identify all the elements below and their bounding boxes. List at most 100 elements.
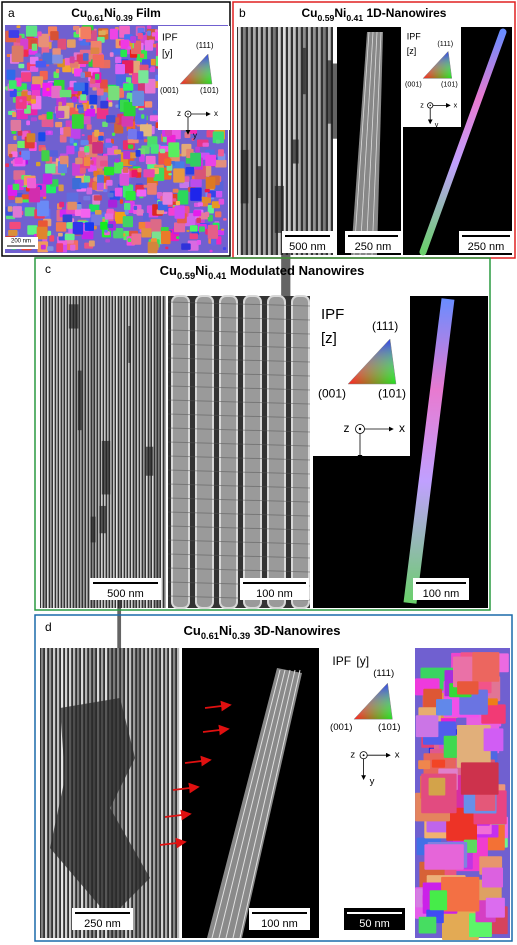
axis-z-label: z: [350, 750, 355, 761]
title-element: Ni: [195, 263, 208, 278]
ipf-direction: [y]: [162, 49, 173, 60]
grain: [205, 177, 216, 189]
grain: [80, 94, 87, 101]
grain: [195, 146, 200, 153]
grain: [429, 890, 448, 911]
nanowire-stripe: [47, 296, 49, 608]
grain: [141, 228, 152, 238]
nanowire-stripe: [268, 27, 271, 255]
title-element: Cu: [160, 263, 177, 278]
grain: [146, 25, 152, 29]
grain: [9, 221, 21, 229]
axis-origin-dot: [362, 754, 365, 757]
red-arrow: [172, 782, 200, 794]
grain: [75, 204, 82, 211]
grain: [154, 29, 158, 33]
grain: [103, 189, 108, 193]
nanowire-stripe: [83, 296, 85, 608]
grain: [26, 133, 36, 143]
scale-bar-label: 250 nm: [355, 241, 392, 253]
nanowire-stripe: [248, 27, 251, 255]
scale-bar: 250 nm: [72, 908, 133, 930]
grain: [36, 161, 41, 167]
micrograph: [337, 27, 401, 256]
modulation: [167, 441, 311, 447]
grain: [80, 26, 91, 39]
title-element: Cu: [71, 6, 87, 20]
axis-x-label: x: [454, 100, 458, 109]
nanowire-stripe: [298, 27, 301, 255]
micrograph: [415, 648, 510, 940]
grain: [143, 212, 149, 221]
grain: [120, 49, 128, 57]
grain: [72, 222, 83, 235]
ipf-legend: IPF [y] (111) (001) (101) z x y: [158, 26, 230, 140]
grain: [80, 140, 89, 146]
grain: [7, 206, 13, 212]
ipf-label: IPF: [407, 31, 422, 41]
grain: [6, 69, 16, 80]
panel-border: [34, 257, 491, 611]
title-suffix: Film: [136, 6, 161, 20]
axis-origin-dot: [358, 427, 362, 431]
grain: [11, 45, 24, 63]
grain: [114, 149, 122, 155]
grain: [12, 183, 20, 190]
grain: [38, 132, 46, 142]
grain: [75, 157, 83, 165]
grain: [55, 222, 67, 232]
axis-x-label: x: [399, 421, 405, 435]
grain: [83, 175, 91, 183]
grain: [46, 87, 50, 92]
grain: [172, 198, 177, 202]
nanowire: [243, 295, 262, 609]
grain: [152, 110, 157, 114]
grain: [108, 199, 118, 208]
grain: [8, 30, 20, 38]
grain: [70, 244, 76, 251]
nanowire-stripe: [288, 27, 291, 255]
grain: [74, 209, 81, 216]
panel-label: c: [45, 262, 51, 276]
grain: [193, 210, 202, 217]
scale-bar-label: 100 nm: [423, 588, 460, 600]
nanowire-stripe: [313, 27, 316, 255]
title-element: Ni: [334, 6, 346, 20]
grain: [56, 243, 64, 253]
grain: [58, 232, 63, 237]
grain: [191, 138, 195, 141]
nanowire-stripe: [68, 296, 70, 608]
grain: [79, 182, 88, 189]
grain: [175, 201, 181, 206]
grain: [92, 54, 104, 68]
grain: [58, 101, 62, 107]
grain: [98, 135, 104, 141]
title-subscript: 0.39: [232, 631, 250, 641]
nanowire-stripe: [308, 27, 311, 255]
nanowire-stripe: [128, 296, 130, 608]
grain: [147, 30, 151, 36]
grain: [215, 211, 222, 218]
scale-bar-label: 100 nm: [256, 588, 293, 600]
grain: [105, 238, 110, 243]
grain: [128, 144, 134, 149]
nanowire-stripe: [49, 648, 52, 938]
grain: [415, 715, 439, 738]
nanowire-ebsd: [419, 28, 507, 256]
grain: [144, 101, 153, 108]
red-arrow: [159, 837, 187, 849]
grain: [27, 84, 32, 89]
ipf-direction: [y]: [356, 654, 369, 668]
grain: [168, 142, 180, 158]
title-element: Ni: [104, 6, 116, 20]
grain: [141, 114, 145, 119]
grain: [96, 88, 104, 96]
scale-bar-label: 250 nm: [468, 241, 505, 253]
grain: [168, 173, 172, 176]
scale-bar: 100 nm: [249, 908, 310, 930]
dark-gap: [101, 440, 111, 495]
grain: [135, 114, 147, 125]
grain: [49, 235, 55, 242]
title-element: Ni: [219, 623, 232, 638]
grain: [140, 53, 145, 58]
